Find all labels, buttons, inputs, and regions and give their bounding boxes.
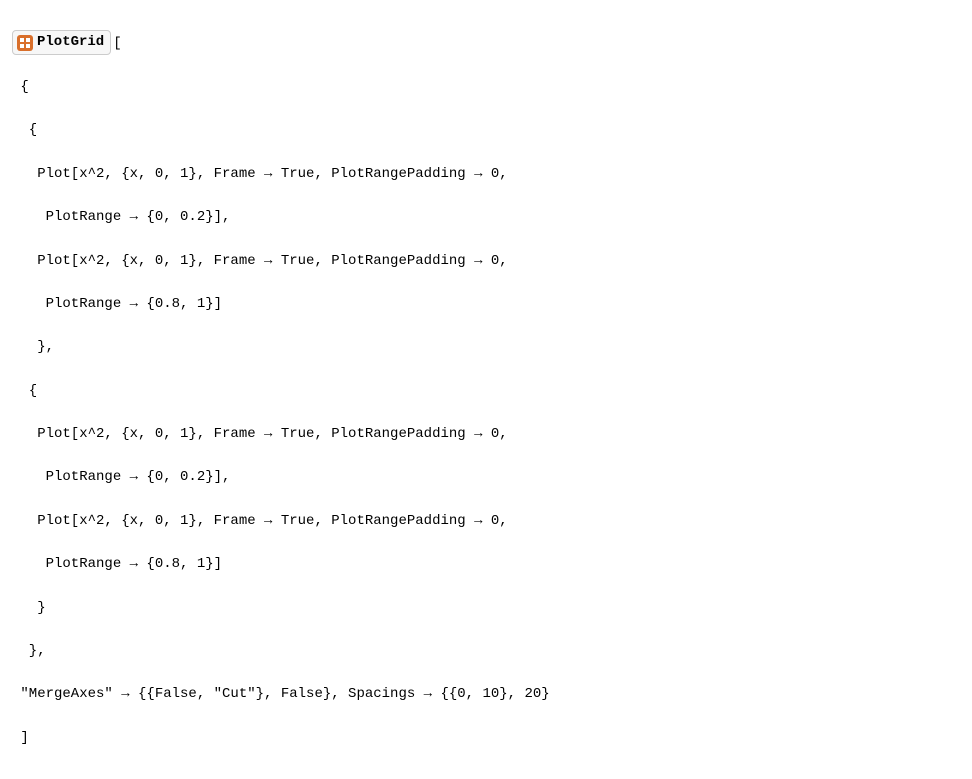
code-line-4: Plot[x^2, {x, 0, 1}, Frame → True, PlotR… bbox=[12, 164, 960, 186]
resource-function-badge[interactable]: PlotGrid bbox=[12, 30, 111, 56]
code-line-16: "MergeAxes" → {{False, "Cut"}, False}, S… bbox=[12, 684, 960, 706]
resource-function-label: PlotGrid bbox=[37, 32, 104, 54]
code-line-17: ] bbox=[12, 728, 960, 750]
code-line-10: Plot[x^2, {x, 0, 1}, Frame → True, PlotR… bbox=[12, 424, 960, 446]
code-line-8: }, bbox=[12, 337, 960, 359]
code-line-7: PlotRange → {0.8, 1}] bbox=[12, 294, 960, 316]
code-line-14: } bbox=[12, 598, 960, 620]
code-line-6: Plot[x^2, {x, 0, 1}, Frame → True, PlotR… bbox=[12, 251, 960, 273]
code-line-1: PlotGrid [ bbox=[12, 30, 960, 56]
code-block: PlotGrid [ { { Plot[x^2, {x, 0, 1}, Frame… bbox=[12, 8, 960, 771]
code-line-9: { bbox=[12, 381, 960, 403]
code-text: [ bbox=[113, 35, 121, 51]
resource-icon bbox=[17, 35, 33, 51]
code-line-2: { bbox=[12, 77, 960, 99]
code-line-11: PlotRange → {0, 0.2}], bbox=[12, 467, 960, 489]
code-line-3: { bbox=[12, 120, 960, 142]
code-line-15: }, bbox=[12, 641, 960, 663]
code-line-5: PlotRange → {0, 0.2}], bbox=[12, 207, 960, 229]
code-line-13: PlotRange → {0.8, 1}] bbox=[12, 554, 960, 576]
